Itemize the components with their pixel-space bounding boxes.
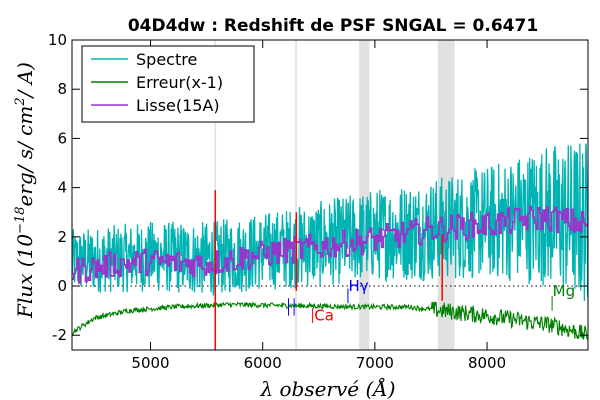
x-tick-label-2: 7000 (356, 354, 394, 372)
axes: 5000 6000 7000 8000 -2 0 2 4 6 8 10 (48, 31, 589, 372)
y-label-units: erg/ s/ cm (13, 106, 37, 207)
legend-label-0: Spectre (136, 50, 197, 69)
legend-label-2: Lisse(15A) (136, 96, 220, 115)
y-tick-label-0: -2 (52, 326, 67, 344)
plot-content: Ca Hγ Mg (72, 40, 588, 350)
y-tick-label-2: 2 (57, 228, 67, 246)
series-erreur-line (72, 301, 588, 340)
y-tick-label-5: 8 (57, 80, 67, 98)
series-spectre-line (72, 143, 588, 302)
plot-frame (71, 39, 589, 351)
y-label-tail: / A) (13, 62, 37, 99)
y-label-exponent: −18 (13, 206, 28, 233)
axis-labels: λ observé (Å) Flux (10−18erg/ s/ cm2/ A) (13, 62, 396, 400)
marker-label-3: Mg (553, 282, 575, 300)
y-tick-label-6: 10 (48, 31, 67, 49)
legend-label-1: Erreur(x-1) (136, 73, 223, 92)
y-label-prefix: Flux (10 (13, 234, 37, 319)
series-lisse-line (72, 205, 588, 284)
legend: Spectre Erreur(x-1) Lisse(15A) (81, 45, 255, 123)
y-tick-label-3: 4 (57, 179, 67, 197)
marker-label-0: Ca (314, 306, 334, 324)
telluric-band-1 (295, 40, 297, 350)
y-axis-label: Flux (10−18erg/ s/ cm2/ A) (13, 62, 37, 319)
x-tick-label-0: 5000 (131, 354, 169, 372)
y-tick-label-4: 6 (57, 129, 67, 147)
chart-title: 04D4dw : Redshift de PSF SNGAL = 0.6471 (128, 16, 538, 36)
telluric-band-2 (359, 40, 370, 350)
y-tick-label-1: 0 (57, 277, 67, 295)
x-tick-label-3: 8000 (468, 354, 506, 372)
x-axis-label: λ observé (Å) (259, 376, 395, 400)
plot-area: Ca Hγ Mg (72, 40, 588, 350)
x-tick-label-1: 6000 (244, 354, 282, 372)
marker-label-2: Hγ (349, 277, 369, 295)
y-label-squared: 2 (13, 97, 28, 106)
